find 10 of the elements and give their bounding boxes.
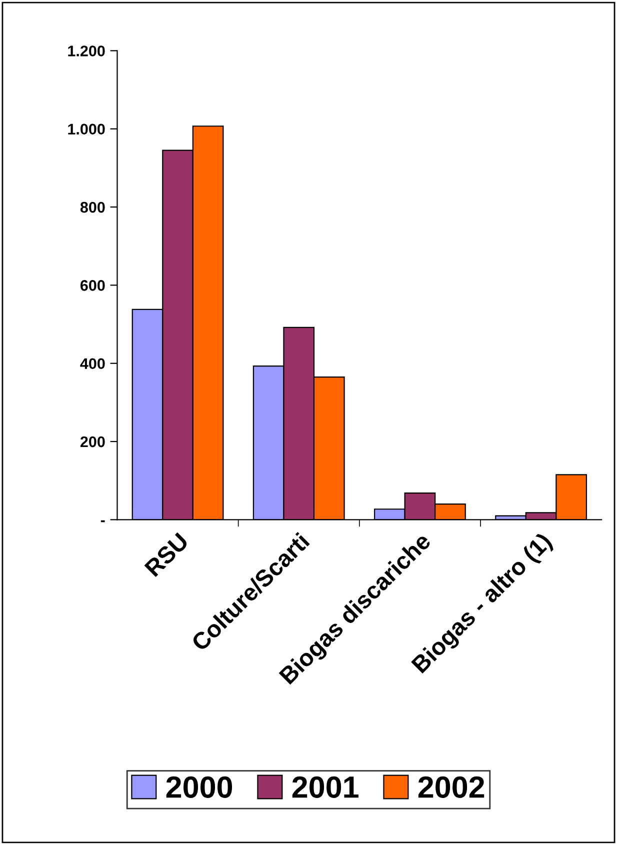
y-tick-label: 400 [80, 358, 105, 370]
y-tick-label: 1.000 [68, 124, 105, 135]
legend-label: 2002 [418, 776, 484, 798]
y-tick-label: 200 [80, 436, 105, 448]
legend-label: 2001 [292, 776, 358, 798]
y-tick-label: 600 [80, 280, 105, 291]
y-tick-label: 800 [80, 202, 105, 213]
y-tick-label: 1.200 [68, 46, 105, 56]
legend-label: 2000 [166, 776, 232, 798]
y-tick-label: - [100, 520, 105, 522]
